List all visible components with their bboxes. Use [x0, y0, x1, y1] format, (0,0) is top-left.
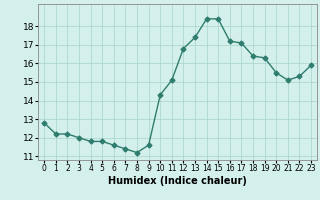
X-axis label: Humidex (Indice chaleur): Humidex (Indice chaleur) [108, 176, 247, 186]
